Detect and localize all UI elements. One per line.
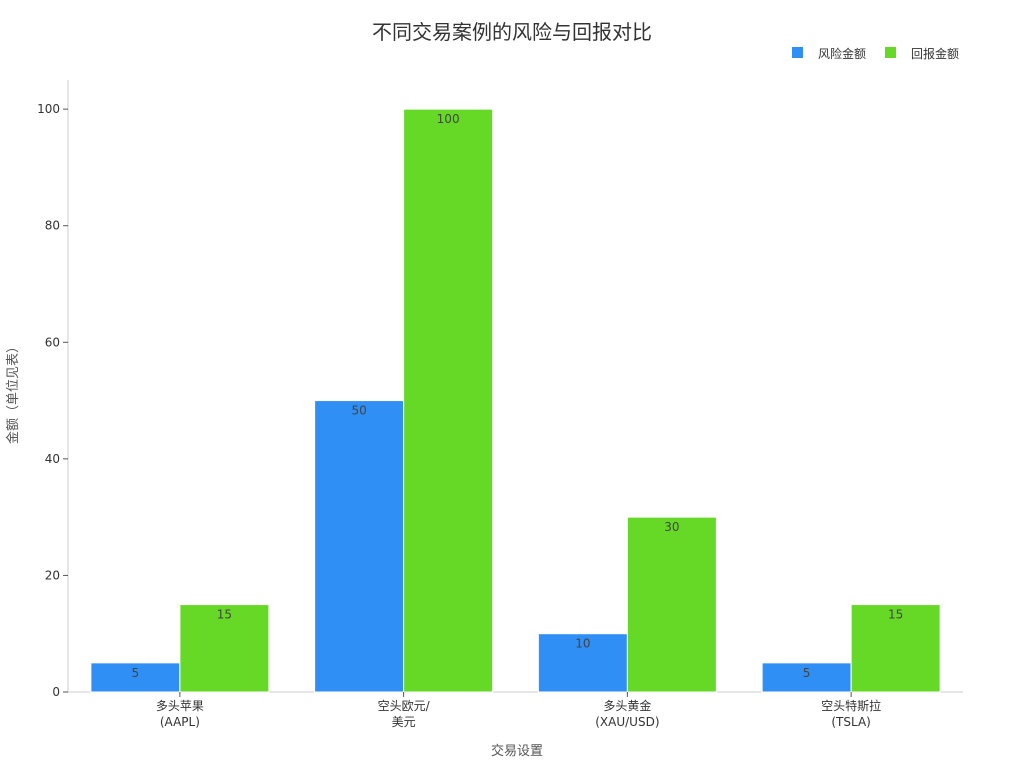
legend: 风险金额 回报金额 bbox=[792, 46, 959, 61]
data-label: 15 bbox=[217, 608, 232, 622]
y-tick-label: 60 bbox=[45, 335, 60, 349]
bar bbox=[850, 604, 941, 693]
bar bbox=[403, 108, 494, 693]
bar bbox=[90, 662, 181, 693]
bar bbox=[626, 516, 717, 693]
legend-swatch bbox=[792, 47, 803, 58]
bar bbox=[179, 604, 270, 693]
x-tick-label: 空头欧元/ bbox=[378, 699, 431, 713]
data-label: 50 bbox=[351, 404, 366, 418]
x-axis-label: 交易设置 bbox=[491, 743, 543, 759]
x-tick-label: (AAPL) bbox=[160, 715, 200, 729]
data-label: 5 bbox=[803, 666, 811, 680]
y-axis-label: 金额（单位见表） bbox=[5, 340, 21, 444]
data-label: 30 bbox=[664, 520, 679, 534]
y-tick-label: 80 bbox=[45, 219, 60, 233]
x-tick-label: 空头特斯拉 bbox=[821, 698, 881, 713]
y-tick-label: 0 bbox=[52, 685, 60, 699]
data-labels: 5 15 50 100 10 30 5 15 bbox=[132, 112, 904, 680]
x-ticks: 多头苹果 (AAPL) 空头欧元/美元 多头黄金 (XAU/USD) 空头特斯拉 (TSLA… bbox=[156, 692, 881, 729]
data-label: 15 bbox=[888, 608, 903, 622]
legend-swatch bbox=[885, 47, 896, 58]
data-label: 10 bbox=[575, 637, 590, 651]
x-tick-label: 多头苹果 bbox=[156, 699, 204, 713]
y-tick-label: 40 bbox=[45, 452, 60, 466]
y-ticks: 0 20 40 60 80 100 bbox=[37, 102, 68, 699]
bars bbox=[90, 108, 941, 693]
axes bbox=[67, 80, 963, 693]
y-tick-label: 100 bbox=[37, 102, 60, 116]
x-tick-label: 美元 bbox=[392, 715, 416, 729]
x-tick-label: (TSLA) bbox=[831, 715, 870, 729]
legend-label: 回报金额 bbox=[911, 46, 959, 61]
legend-label: 风险金额 bbox=[818, 46, 866, 61]
x-tick-label: 多头黄金 bbox=[603, 698, 651, 713]
data-label: 5 bbox=[132, 666, 140, 680]
x-tick-label: (XAU/USD) bbox=[595, 715, 659, 729]
data-label: 100 bbox=[437, 112, 460, 126]
chart-title: 不同交易案例的风险与回报对比 bbox=[372, 20, 652, 44]
y-tick-label: 20 bbox=[45, 568, 60, 582]
bar bbox=[314, 400, 405, 693]
